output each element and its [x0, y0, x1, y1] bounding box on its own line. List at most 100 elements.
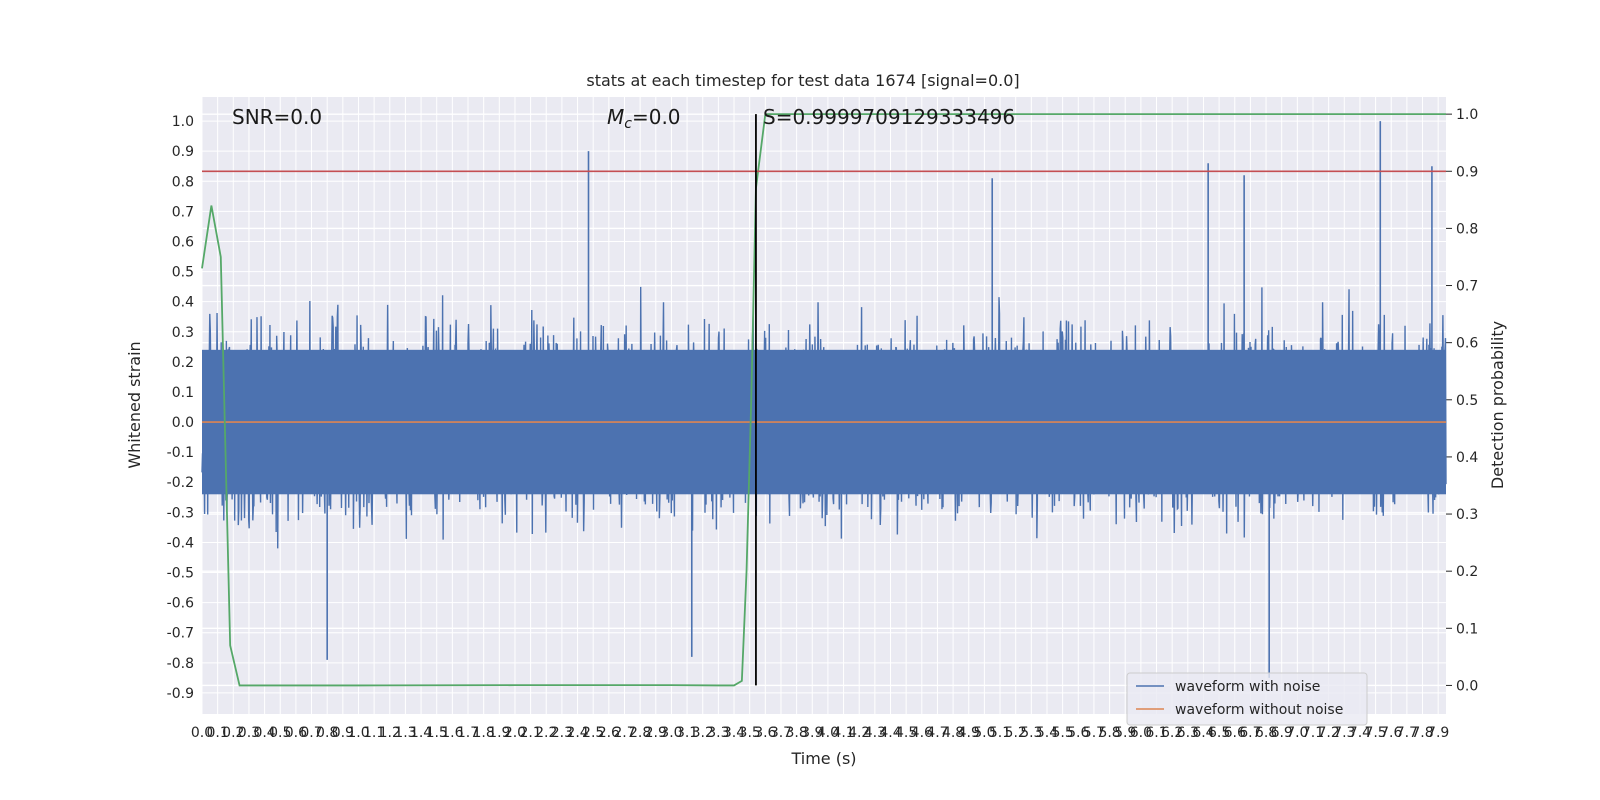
x-tick-label: 1.6: [441, 725, 463, 741]
x-tick-label: 6.8: [1255, 725, 1277, 741]
mc-annotation: Mc=0.0: [607, 105, 681, 132]
legend: waveform with noise waveform without noi…: [1126, 672, 1368, 726]
y-left-tick-label: -0.7: [167, 626, 194, 642]
y-right-tick-label: 0.8: [1456, 221, 1478, 237]
x-axis-title: Time (s): [790, 749, 856, 768]
x-tick-label: 2.7: [613, 725, 635, 741]
x-tick-label: 1.1: [363, 725, 385, 741]
x-tick-label: 3.7: [770, 725, 792, 741]
y-right-tick-label: 0.3: [1456, 507, 1478, 523]
x-tick-label: 5.3: [1020, 725, 1042, 741]
y-right-tick-label: 0.4: [1456, 450, 1478, 466]
x-tick-label: 5.1: [989, 725, 1011, 741]
y-right-tick-label: 0.0: [1456, 678, 1478, 694]
x-tick-label: 0.4: [253, 725, 275, 741]
y-right-tick-label: 0.6: [1456, 336, 1478, 352]
x-tick-label: 7.3: [1333, 725, 1355, 741]
y-left-tick-labels: -0.9 -0.8 -0.7 -0.6 -0.5 -0.4 -0.3 -0.2 -0.1 0.0 0…: [167, 114, 194, 702]
x-tick-label: 0.8: [316, 725, 338, 741]
x-tick-label: 5.8: [1098, 725, 1120, 741]
x-tick-label: 0.9: [332, 725, 354, 741]
x-tick-label: 1.9: [488, 725, 510, 741]
x-tick-label: 5.7: [1083, 725, 1105, 741]
x-tick-label: 2.5: [582, 725, 604, 741]
chart-title: stats at each timestep for test data 167…: [586, 71, 1019, 90]
y-left-tick-label: 0.2: [172, 355, 194, 371]
legend-label-with-noise: waveform with noise: [1175, 679, 1320, 695]
x-tick-label: 3.5: [739, 725, 761, 741]
x-tick-label: 4.6: [911, 725, 933, 741]
y-right-tick-label: 0.1: [1456, 621, 1478, 637]
x-tick-label: 3.0: [660, 725, 682, 741]
x-tick-label: 3.4: [723, 725, 745, 741]
x-tick-label: 0.5: [269, 725, 291, 741]
s-annotation: S=0.9999709129333496: [763, 105, 1015, 129]
x-tick-label: 7.6: [1380, 725, 1402, 741]
mc-subscript: c: [624, 116, 632, 132]
x-tick-label: 7.9: [1427, 725, 1449, 741]
y-left-tick-label: -0.2: [167, 475, 194, 491]
x-tick-label: 2.9: [645, 725, 667, 741]
y-right-tick-label: 0.5: [1456, 393, 1478, 409]
x-tick-label: 5.6: [1067, 725, 1089, 741]
y-left-tick-label: 0.4: [172, 295, 194, 311]
y-left-tick-label: 0.1: [172, 385, 194, 401]
y-left-tick-label: 0.9: [172, 144, 194, 160]
x-tick-label: 7.2: [1318, 725, 1340, 741]
x-tick-label: 6.3: [1177, 725, 1199, 741]
y-right-tick-labels: 0.0 0.1 0.2 0.3 0.4 0.5 0.6 0.7 0.8 0.9 1.0: [1456, 107, 1478, 694]
y-right-axis-title: Detection probability: [1488, 321, 1507, 489]
x-tick-labels: 0.00.10.20.30.40.50.60.70.80.91.01.11.21…: [191, 725, 1449, 741]
y-left-tick-label: 0.3: [172, 325, 194, 341]
y-left-tick-label: -0.6: [167, 596, 194, 612]
x-tick-label: 0.6: [285, 725, 307, 741]
y-left-tick-label: 0.7: [172, 204, 194, 220]
x-tick-label: 7.4: [1349, 725, 1371, 741]
x-tick-label: 4.3: [864, 725, 886, 741]
x-tick-label: 1.5: [426, 725, 448, 741]
x-tick-label: 7.8: [1411, 725, 1433, 741]
x-tick-label: 0.0: [191, 725, 213, 741]
y-left-tick-label: 1.0: [172, 114, 194, 130]
y-right-tick-label: 0.7: [1456, 279, 1478, 295]
x-tick-label: 1.4: [410, 725, 432, 741]
x-tick-label: 4.1: [832, 725, 854, 741]
x-tick-label: 2.2: [535, 725, 557, 741]
legend-label-without-noise: waveform without noise: [1175, 702, 1343, 718]
x-tick-label: 6.9: [1271, 725, 1293, 741]
y-left-tick-label: 0.0: [172, 415, 194, 431]
x-tick-label: 7.7: [1396, 725, 1418, 741]
snr-annotation: SNR=0.0: [232, 105, 322, 129]
x-tick-label: 2.6: [598, 725, 620, 741]
x-tick-label: 2.4: [566, 725, 588, 741]
x-tick-label: 2.8: [629, 725, 651, 741]
legend-box: [1126, 672, 1368, 726]
y-left-tick-label: -0.1: [167, 445, 194, 461]
x-tick-label: 0.1: [207, 725, 229, 741]
series-detection-probability: [201, 113, 1446, 687]
x-tick-label: 5.2: [1005, 725, 1027, 741]
x-tick-label: 3.6: [754, 725, 776, 741]
x-tick-label: 1.3: [394, 725, 416, 741]
x-tick-label: 4.5: [895, 725, 917, 741]
x-tick-label: 4.7: [926, 725, 948, 741]
x-tick-label: 6.1: [1145, 725, 1167, 741]
y-left-tick-label: -0.5: [167, 566, 194, 582]
x-tick-label: 3.3: [707, 725, 729, 741]
x-tick-label: 2.3: [551, 725, 573, 741]
y-left-axis-title: Whitened strain: [125, 341, 144, 468]
x-tick-label: 5.9: [1114, 725, 1136, 741]
x-tick-label: 6.5: [1208, 725, 1230, 741]
y-right-tick-label: 0.2: [1456, 564, 1478, 580]
plot-marks: [201, 113, 1447, 687]
x-tick-label: 5.4: [1036, 725, 1058, 741]
x-tick-label: 7.1: [1302, 725, 1324, 741]
x-tick-label: 6.0: [1130, 725, 1152, 741]
mc-value: =0.0: [632, 105, 681, 129]
x-tick-label: 3.2: [692, 725, 714, 741]
x-tick-label: 4.9: [958, 725, 980, 741]
x-tick-label: 2.0: [504, 725, 526, 741]
x-tick-label: 4.8: [942, 725, 964, 741]
x-tick-label: 7.0: [1286, 725, 1308, 741]
y-left-tick-label: 0.6: [172, 234, 194, 250]
